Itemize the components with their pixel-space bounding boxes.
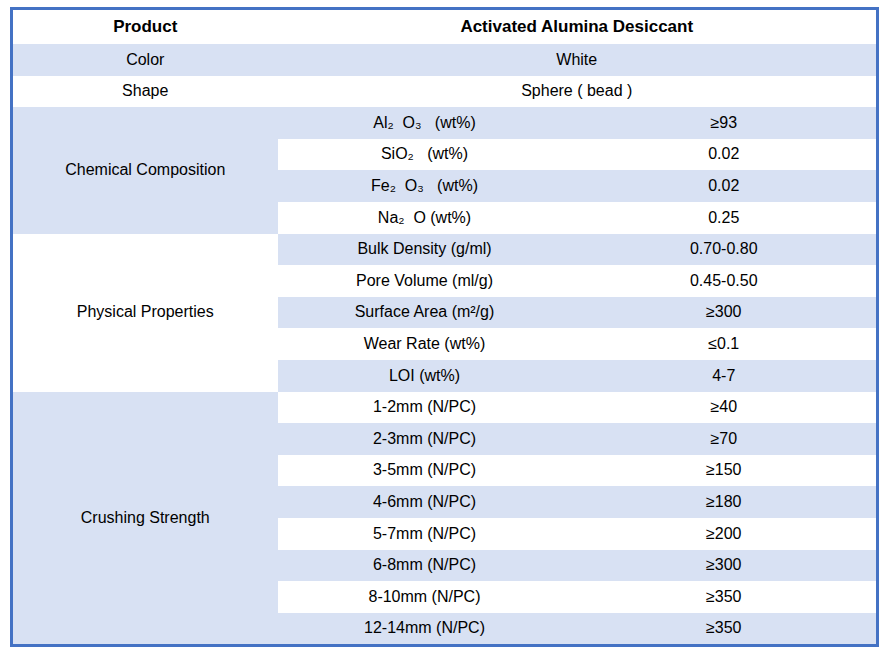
property-cell: Na₂ O (wt%) xyxy=(278,202,572,234)
group-crushing-strength-cell: Crushing Strength xyxy=(12,392,278,646)
property-cell: 8-10mm (N/PC) xyxy=(278,581,572,613)
value-cell: ≥300 xyxy=(572,550,878,582)
property-cell: Al₂ O₃ (wt%) xyxy=(278,107,572,139)
property-cell: 2-3mm (N/PC) xyxy=(278,423,572,455)
property-cell: Surface Area (m²/g) xyxy=(278,297,572,329)
value-cell: ≥180 xyxy=(572,486,878,518)
value-cell: 0.25 xyxy=(572,202,878,234)
color-value-cell: White xyxy=(278,44,878,76)
property-cell: 4-6mm (N/PC) xyxy=(278,486,572,518)
value-cell: ≥40 xyxy=(572,392,878,424)
property-cell: 3-5mm (N/PC) xyxy=(278,455,572,487)
property-cell: Wear Rate (wt%) xyxy=(278,328,572,360)
row-al2o3: Chemical Composition Al₂ O₃ (wt%) ≥93 xyxy=(12,107,878,139)
table-header-row: Product Activated Alumina Desiccant xyxy=(12,9,878,45)
row-shape: Shape Sphere ( bead ) xyxy=(12,76,878,108)
value-cell: ≥200 xyxy=(572,518,878,550)
header-product-label: Product xyxy=(12,9,278,45)
property-cell: Bulk Density (g/ml) xyxy=(278,234,572,266)
value-cell: ≥93 xyxy=(572,107,878,139)
value-cell: 0.70-0.80 xyxy=(572,234,878,266)
color-label-cell: Color xyxy=(12,44,278,76)
property-cell: 6-8mm (N/PC) xyxy=(278,550,572,582)
value-cell: ≤0.1 xyxy=(572,328,878,360)
value-cell: ≥150 xyxy=(572,455,878,487)
shape-value-cell: Sphere ( bead ) xyxy=(278,76,878,108)
value-cell: ≥350 xyxy=(572,581,878,613)
property-cell: Pore Volume (ml/g) xyxy=(278,265,572,297)
value-cell: 0.02 xyxy=(572,139,878,171)
value-cell: ≥300 xyxy=(572,297,878,329)
row-bulk-density: Physical Properties Bulk Density (g/ml) … xyxy=(12,234,878,266)
value-cell: 4-7 xyxy=(572,360,878,392)
value-cell: 0.45-0.50 xyxy=(572,265,878,297)
value-cell: 0.02 xyxy=(572,170,878,202)
property-cell: SiO₂ (wt%) xyxy=(278,139,572,171)
header-product-value: Activated Alumina Desiccant xyxy=(278,9,878,45)
shape-label-cell: Shape xyxy=(12,76,278,108)
row-color: Color White xyxy=(12,44,878,76)
value-cell: ≥350 xyxy=(572,613,878,646)
property-cell: LOI (wt%) xyxy=(278,360,572,392)
property-cell: 5-7mm (N/PC) xyxy=(278,518,572,550)
property-cell: Fe₂ O₃ (wt%) xyxy=(278,170,572,202)
property-cell: 1-2mm (N/PC) xyxy=(278,392,572,424)
group-chemical-composition-cell: Chemical Composition xyxy=(12,107,278,233)
row-1-2mm: Crushing Strength 1-2mm (N/PC) ≥40 xyxy=(12,392,878,424)
group-physical-properties-cell: Physical Properties xyxy=(12,234,278,392)
property-cell: 12-14mm (N/PC) xyxy=(278,613,572,646)
value-cell: ≥70 xyxy=(572,423,878,455)
spec-table: Product Activated Alumina Desiccant Colo… xyxy=(10,7,879,647)
